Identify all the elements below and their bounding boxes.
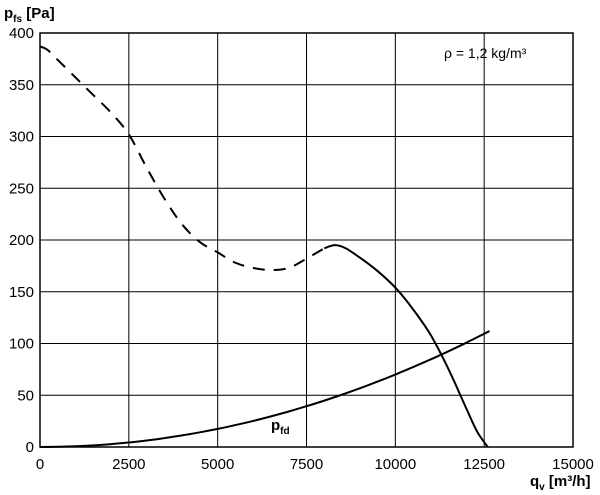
grid [39,32,574,448]
density-annotation: ρ = 1,2 kg/m³ [444,45,527,61]
series-label-pfd: pfd [271,417,290,437]
y-tick-label: 100 [9,336,34,353]
x-tick-label: 10000 [374,456,416,473]
x-tick-label: 15000 [552,456,594,473]
x-tick-label: 0 [36,456,44,473]
series-line-1 [323,244,489,448]
x-tick-label: 7500 [290,456,323,473]
y-tick-label: 350 [9,77,34,94]
series-line-0 [39,45,325,272]
y-tick-labels: 0 50 100 150 200 250 300 350 400 [9,25,34,456]
y-tick-label: 50 [17,387,34,404]
y-tick-label: 0 [26,439,34,456]
y-tick-label: 250 [9,180,34,197]
plot-frame [39,32,574,448]
y-axis-label: pfs [Pa] [4,5,55,25]
x-tick-label: 2500 [112,456,145,473]
x-tick-label: 5000 [201,456,234,473]
x-tick-labels: 0 2500 5000 7500 10000 12500 15000 [36,456,594,473]
x-axis-label: qv [m³/h] [530,473,591,493]
series-line-2 [39,330,490,448]
y-tick-label: 400 [9,25,34,42]
x-tick-label: 12500 [463,456,505,473]
series-lines [39,45,490,448]
y-tick-label: 200 [9,232,34,249]
y-tick-label: 150 [9,284,34,301]
y-tick-label: 300 [9,129,34,146]
